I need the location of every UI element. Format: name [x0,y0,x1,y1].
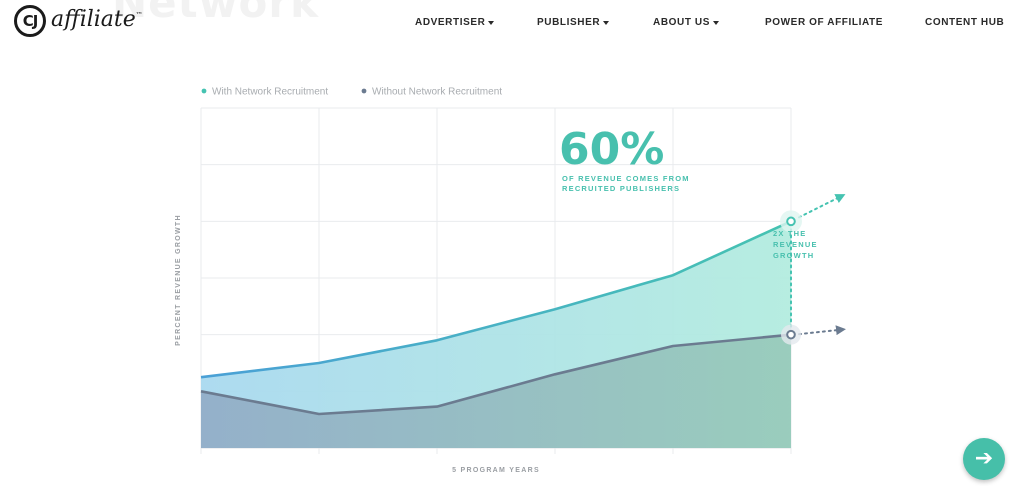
caret-down-icon [603,20,610,25]
nav-power-of-affiliate-label: POWER OF AFFILIATE [765,17,884,28]
legend-label-without: Without Network Recruitment [372,87,502,98]
nav-publisher[interactable]: PUBLISHER [537,17,610,28]
trend-arrow-without [798,325,846,336]
nav-advertiser-label: ADVERTISER [415,17,486,28]
nav-advertiser[interactable]: ADVERTISER [415,17,495,28]
hero-title-ghost: Network [112,0,320,27]
cj-affiliate-logo[interactable]: CJ affiliate™ [14,5,143,37]
nav-content-hub-label: CONTENT HUB [925,17,1005,28]
x-axis-label: 5 PROGRAM YEARS [452,467,540,474]
caret-down-icon [713,20,720,25]
gap-label-line-1: 2X THE [773,229,806,238]
y-axis-label: PERCENT REVENUE GROWTH [175,214,182,346]
line-without-network-recruitment [200,333,792,416]
endpoint-with [786,216,796,227]
logo-wordmark: affiliate™ [51,7,143,32]
cj-logo-icon: CJ [14,5,46,37]
arrow-right-icon: ➔ [974,446,994,471]
logo-trademark: ™ [135,10,143,19]
legend-label-with: With Network Recruitment [212,87,328,98]
nav-about-us-label: ABOUT US [653,17,711,28]
legend-swatch-with [201,88,207,94]
caret-down-icon [488,20,495,25]
logo-word: affiliate [51,6,136,32]
callout-percentage: 60% [559,124,664,175]
gap-label-line-3: GROWTH [773,251,814,260]
trend-arrow-with [798,194,846,219]
main-navigation: ADVERTISER PUBLISHER ABOUT US POWER OF A… [0,17,1024,31]
endpoint-without [786,329,796,340]
line-with-network-recruitment [200,220,792,379]
nav-publisher-label: PUBLISHER [537,17,601,28]
chart-legend: With Network Recruitment Without Network… [201,87,502,98]
nav-content-hub[interactable]: CONTENT HUB [925,17,1004,28]
next-arrow-button[interactable]: ➔ [963,438,1005,480]
legend-swatch-without [361,88,367,94]
gap-label-line-2: REVENUE [773,240,818,249]
callout-line-1: OF REVENUE COMES FROM [562,174,690,183]
nav-power-of-affiliate[interactable]: POWER OF AFFILIATE [765,17,883,28]
nav-about-us[interactable]: ABOUT US [653,17,720,28]
callout-line-2: RECRUITED PUBLISHERS [562,184,680,193]
